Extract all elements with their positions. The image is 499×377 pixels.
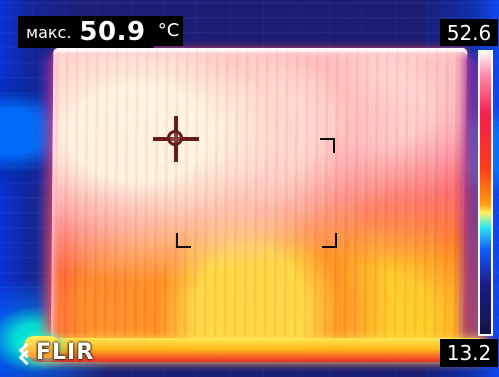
temperature-unit: °C: [154, 16, 183, 46]
temperature-color-scale: [478, 50, 493, 336]
maximum-temperature-readout: макс. 50.9: [18, 16, 154, 48]
maximum-temperature-value: 50.9: [79, 17, 146, 47]
crosshair-icon: [153, 116, 199, 162]
maximum-temperature-label: макс.: [26, 22, 72, 42]
bottom-heating-pipe: [26, 338, 489, 362]
temperature-scale-min: 13.2: [440, 339, 498, 367]
heated-radiator: [50, 48, 468, 354]
flir-logo: FLIR: [18, 342, 94, 364]
temperature-scale-max: 52.6: [440, 19, 498, 46]
crosshair-center-ring: [167, 130, 183, 146]
measurement-corner-icon: [322, 233, 337, 248]
measurement-corner-icon: [176, 233, 191, 248]
left-pipe-connection: [24, 336, 60, 358]
flir-logo-text: FLIR: [36, 340, 95, 365]
measurement-corner-icon: [320, 138, 335, 153]
flir-logo-icon: [18, 346, 32, 360]
